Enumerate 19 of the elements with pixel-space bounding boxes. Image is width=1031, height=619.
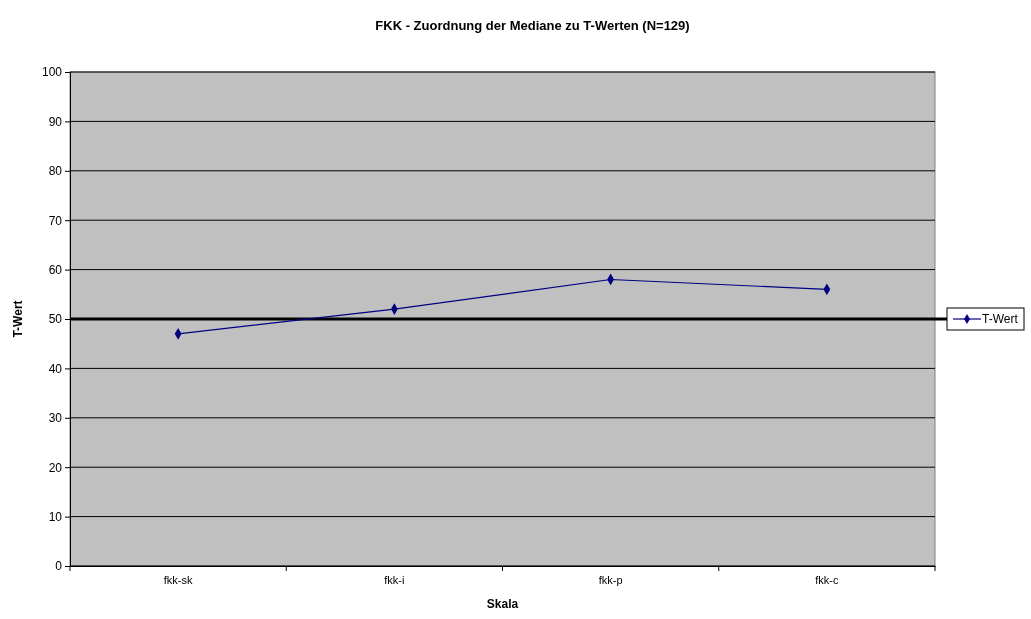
- y-tick-label: 0: [55, 559, 63, 574]
- x-axis-title: Skala: [486, 597, 519, 611]
- x-tick-label: fkk-c: [815, 573, 839, 586]
- y-tick-label: 40: [48, 361, 63, 376]
- chart-title: FKK - Zuordnung der Mediane zu T-Werten (N=129): [375, 18, 690, 33]
- y-tick-label: 80: [48, 164, 63, 179]
- y-tick-label: 10: [48, 509, 63, 524]
- y-axis-title: T-Wert: [11, 300, 25, 338]
- y-tick-label: 20: [48, 460, 63, 475]
- y-tick-label: 30: [48, 411, 63, 426]
- y-tick-label: 100: [41, 65, 63, 80]
- y-tick-label: 90: [48, 114, 63, 129]
- y-tick-label: 70: [48, 213, 63, 228]
- x-tick-label: fkk-p: [598, 573, 623, 586]
- x-tick-label: fkk-i: [384, 573, 405, 586]
- y-tick-label: 50: [48, 312, 63, 327]
- legend-label: T-Wert: [982, 312, 1019, 326]
- x-tick-label: fkk-sk: [163, 573, 193, 586]
- y-tick-label: 60: [48, 262, 63, 277]
